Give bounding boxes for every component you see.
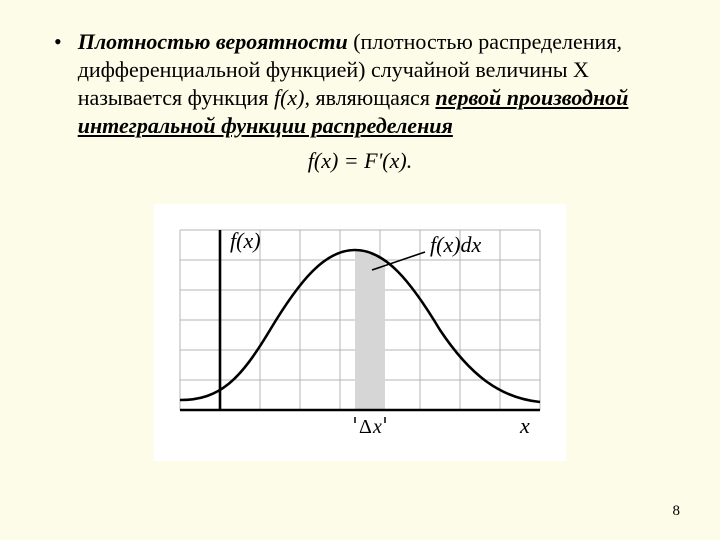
bullet-marker: • <box>54 28 62 56</box>
svg-text:Δ: Δ <box>359 416 372 438</box>
figure-container: f(x)f(x)dxxΔx <box>48 204 672 461</box>
density-plot: f(x)f(x)dxxΔx <box>160 210 560 450</box>
underline-2: интегральной функции распределения <box>78 113 453 138</box>
svg-text:f(x): f(x) <box>230 228 261 253</box>
svg-text:x: x <box>519 413 530 438</box>
svg-text:f(x)dx: f(x)dx <box>430 232 482 257</box>
slide: • Плотностью вероятности (плотностью рас… <box>0 0 720 540</box>
bullet-item: • Плотностью вероятности (плотностью рас… <box>48 28 672 140</box>
svg-text:x: x <box>372 416 382 438</box>
term: Плотностью вероятности <box>78 29 348 54</box>
page-number: 8 <box>673 503 681 520</box>
definition-paragraph: Плотностью вероятности (плотностью распр… <box>78 28 672 140</box>
figure-box: f(x)f(x)dxxΔx <box>154 204 566 461</box>
underline-1: первой производной <box>435 85 628 110</box>
equation: f(x) = F'(x). <box>48 148 672 174</box>
def-part-2: являющаяся <box>310 85 435 110</box>
inline-fx: f(x), <box>274 85 310 110</box>
